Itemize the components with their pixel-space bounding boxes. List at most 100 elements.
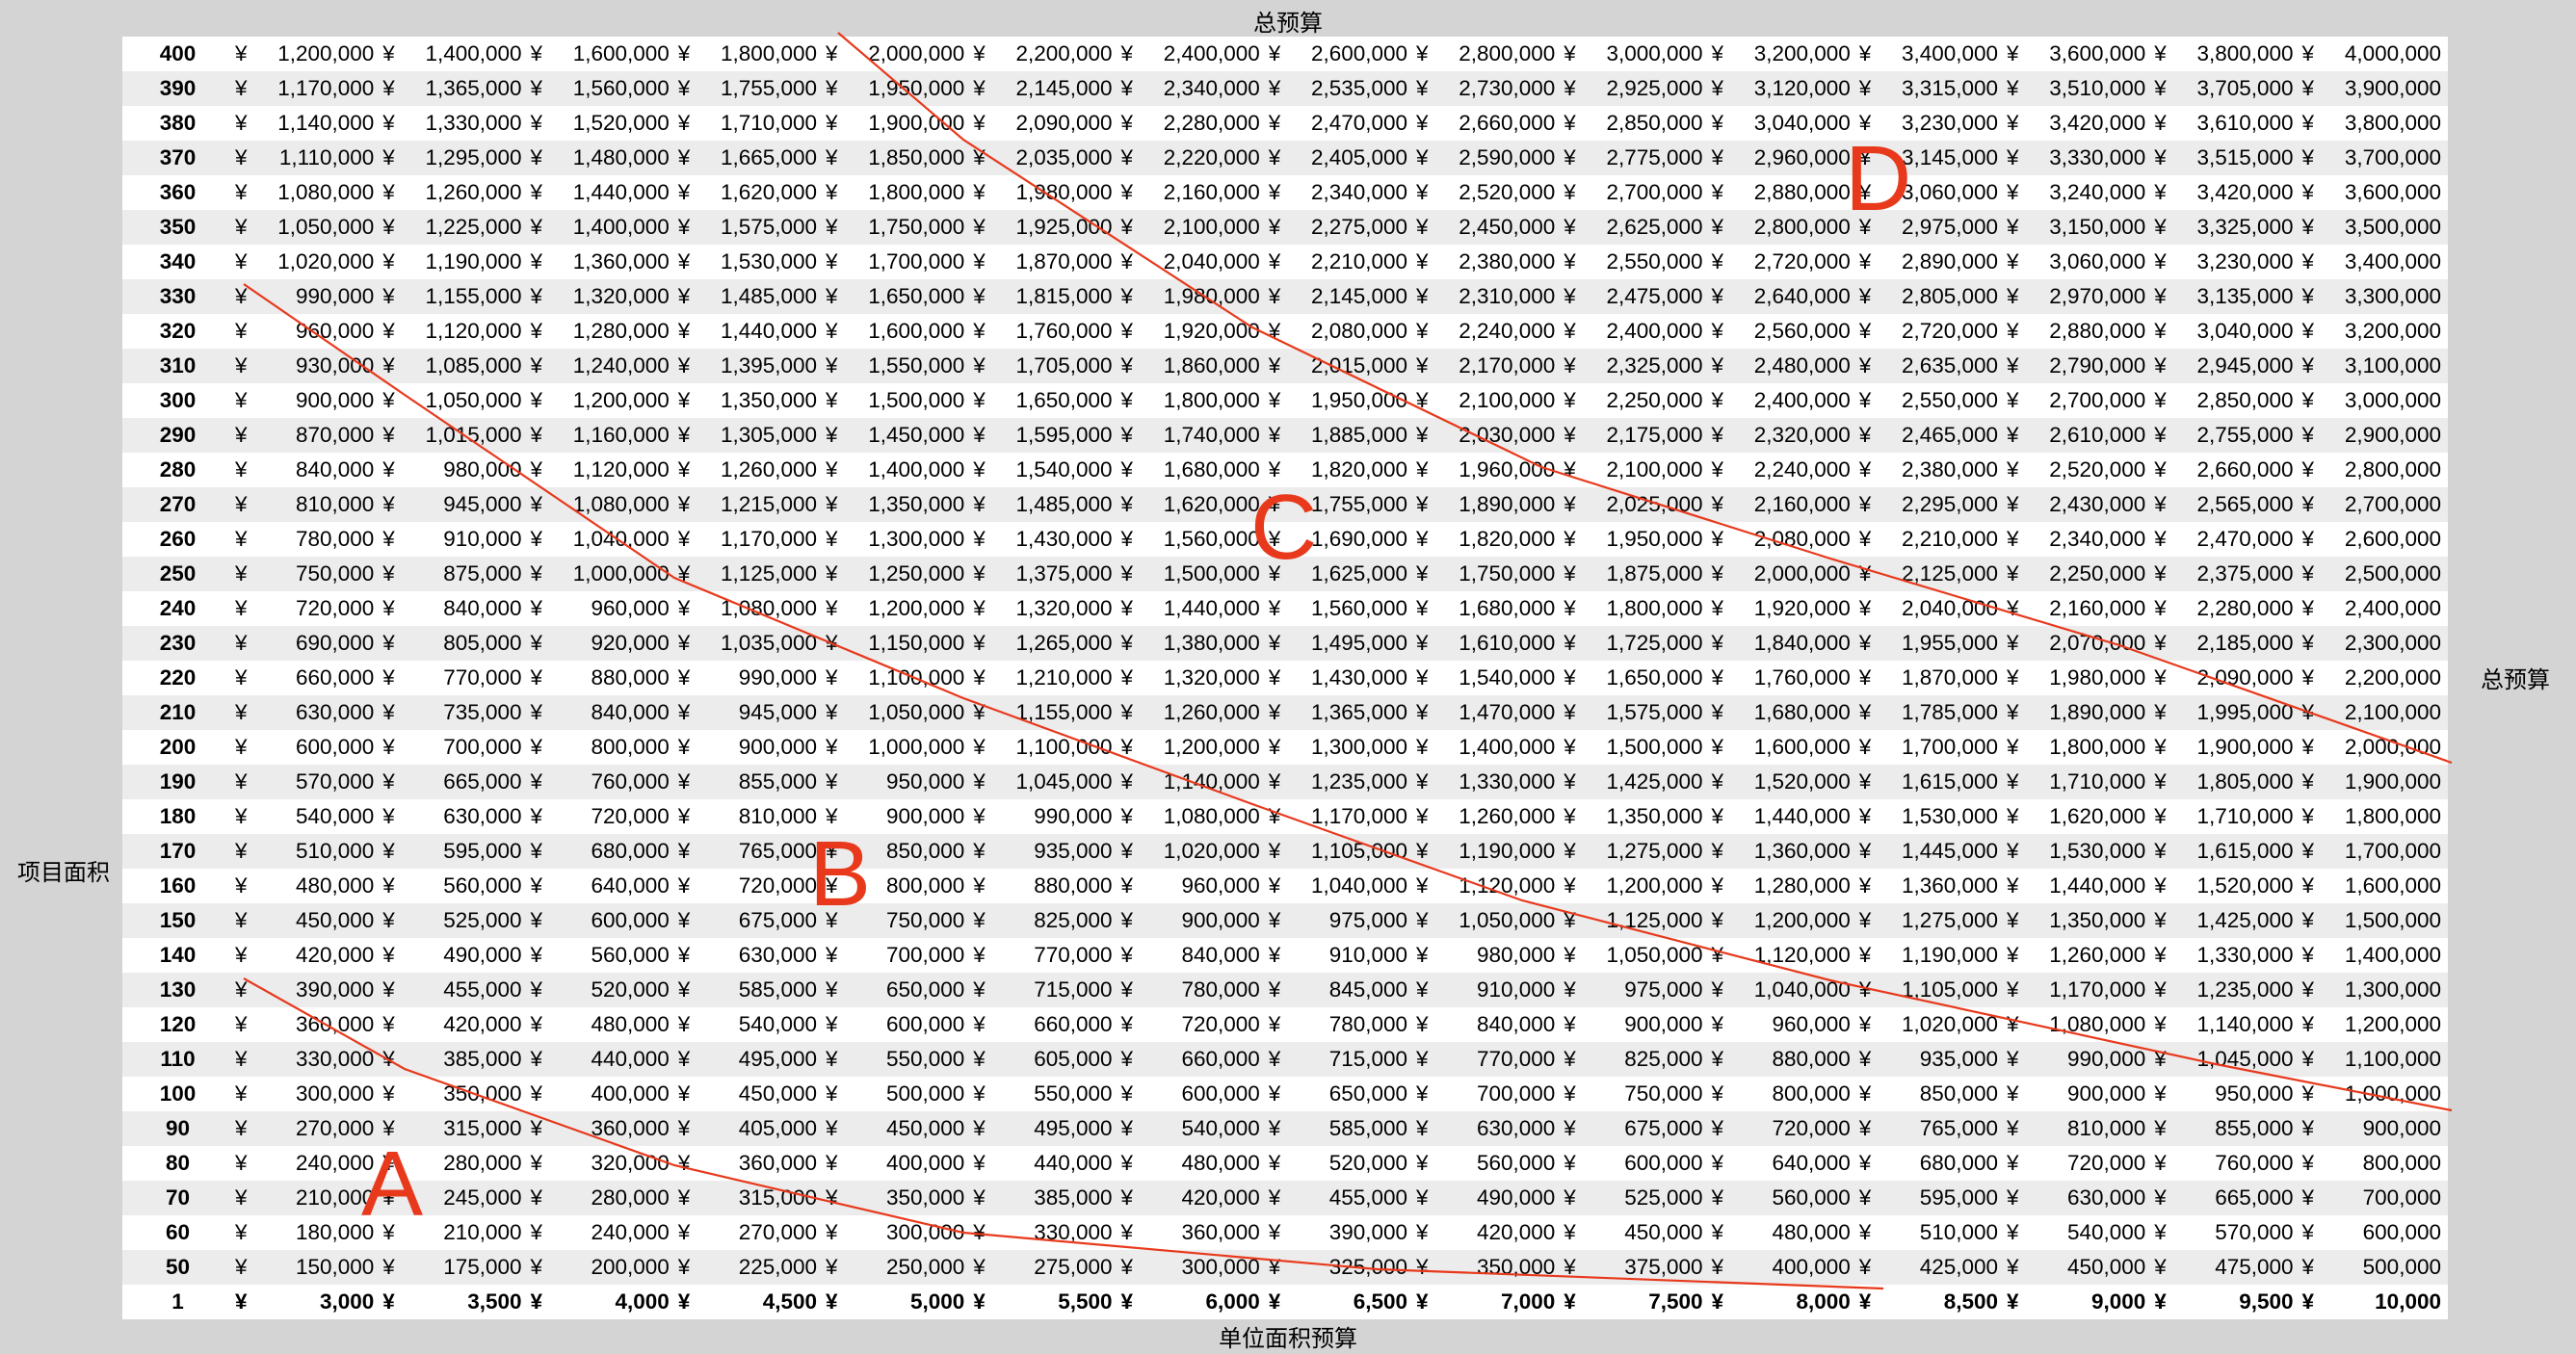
budget-value-cell: 1,920,000: [1732, 591, 1857, 626]
budget-value-cell: 560,000: [1437, 1146, 1563, 1181]
budget-value-cell: 1,760,000: [1732, 661, 1857, 695]
budget-value-cell: 1,200,000: [551, 383, 676, 418]
budget-value-cell: 2,160,000: [2028, 591, 2153, 626]
currency-symbol: ¥: [824, 973, 848, 1007]
budget-value-cell: 945,000: [698, 695, 825, 730]
currency-symbol: ¥: [2005, 175, 2029, 210]
currency-symbol: ¥: [381, 1007, 405, 1042]
currency-symbol: ¥: [2300, 37, 2324, 71]
currency-symbol: ¥: [824, 903, 848, 938]
currency-symbol: ¥: [824, 730, 848, 765]
budget-value-cell: 930,000: [256, 349, 381, 383]
currency-symbol: ¥: [233, 71, 257, 106]
budget-value-cell: 1,040,000: [1289, 869, 1415, 903]
currency-symbol: ¥: [2005, 1215, 2029, 1250]
currency-symbol: ¥: [1414, 834, 1438, 869]
currency-symbol: ¥: [2005, 799, 2029, 834]
budget-value-cell: 500,000: [847, 1077, 972, 1111]
currency-symbol: ¥: [971, 938, 995, 973]
currency-symbol: ¥: [675, 1181, 699, 1215]
currency-symbol: ¥: [675, 938, 699, 973]
budget-value-cell: 2,325,000: [1585, 349, 1710, 383]
budget-value-cell: 315,000: [404, 1111, 529, 1146]
budget-value-cell: 2,145,000: [994, 71, 1119, 106]
currency-symbol: ¥: [1709, 1042, 1733, 1077]
budget-value-cell: 400,000: [1732, 1250, 1857, 1285]
currency-symbol: ¥: [2300, 141, 2324, 175]
budget-value-cell: 660,000: [1142, 1042, 1267, 1077]
budget-value-cell: 1,350,000: [847, 487, 972, 522]
currency-symbol: ¥: [2005, 453, 2029, 487]
table-row: 170 ¥510,000 ¥595,000 ¥680,000 ¥765,000 ¥850,…: [122, 834, 2448, 869]
budget-value-cell: 2,850,000: [2175, 383, 2300, 418]
budget-value-cell: 1,875,000: [1585, 557, 1710, 591]
currency-symbol: ¥: [1856, 1146, 1880, 1181]
budget-value-cell: 3,900,000: [2323, 71, 2448, 106]
currency-symbol: ¥: [1414, 626, 1438, 661]
budget-value-cell: 1,190,000: [404, 245, 529, 279]
currency-symbol: ¥: [824, 245, 848, 279]
budget-value-cell: 300,000: [847, 1215, 972, 1250]
budget-value-cell: 1,800,000: [1585, 591, 1710, 626]
budget-value-cell: 1,040,000: [551, 522, 676, 557]
budget-value-cell: 1,110,000: [256, 141, 381, 175]
budget-value-cell: 675,000: [698, 903, 825, 938]
budget-value-cell: 825,000: [1585, 1042, 1710, 1077]
currency-symbol: ¥: [1266, 1042, 1290, 1077]
budget-value-cell: 810,000: [256, 487, 381, 522]
budget-value-cell: 1,080,000: [1142, 799, 1267, 834]
budget-value-cell: 1,425,000: [1585, 765, 1710, 799]
budget-value-cell: 225,000: [698, 1250, 825, 1285]
budget-value-cell: 1,020,000: [256, 245, 381, 279]
budget-value-cell: 1,125,000: [1585, 903, 1710, 938]
budget-value-cell: 3,000,000: [2323, 383, 2448, 418]
budget-value-cell: 1,700,000: [1879, 730, 2006, 765]
currency-symbol: ¥: [1118, 279, 1143, 314]
budget-value-cell: 1,785,000: [1879, 695, 2006, 730]
budget-value-cell: 875,000: [404, 557, 529, 591]
currency-symbol: ¥: [824, 938, 848, 973]
budget-value-cell: 1,330,000: [2175, 938, 2300, 973]
currency-symbol: ¥: [675, 1007, 699, 1042]
currency-symbol: ¥: [1709, 453, 1733, 487]
budget-value-cell: 240,000: [551, 1215, 676, 1250]
currency-symbol: ¥: [1118, 903, 1143, 938]
currency-symbol: ¥: [971, 314, 995, 349]
currency-symbol: ¥: [1266, 799, 1290, 834]
area-cell: 290: [122, 418, 234, 453]
currency-symbol: ¥: [1118, 141, 1143, 175]
budget-value-cell: 3,315,000: [1879, 71, 2006, 106]
budget-value-cell: 1,900,000: [2323, 765, 2448, 799]
currency-symbol: ¥: [2152, 245, 2176, 279]
budget-value-cell: 1,620,000: [1142, 487, 1267, 522]
currency-symbol: ¥: [971, 453, 995, 487]
budget-value-cell: 2,625,000: [1585, 210, 1710, 245]
budget-value-cell: 1,620,000: [2028, 799, 2153, 834]
currency-symbol: ¥: [2300, 1285, 2324, 1319]
budget-value-cell: 475,000: [2175, 1250, 2300, 1285]
currency-symbol: ¥: [1118, 1111, 1143, 1146]
currency-symbol: ¥: [1562, 938, 1586, 973]
currency-symbol: ¥: [1414, 1007, 1438, 1042]
currency-symbol: ¥: [1562, 591, 1586, 626]
currency-symbol: ¥: [1856, 1042, 1880, 1077]
currency-symbol: ¥: [1414, 765, 1438, 799]
area-cell: 190: [122, 765, 234, 799]
currency-symbol: ¥: [971, 71, 995, 106]
currency-symbol: ¥: [381, 1285, 405, 1319]
currency-symbol: ¥: [381, 869, 405, 903]
budget-value-cell: 2,320,000: [1732, 418, 1857, 453]
budget-value-cell: 3,135,000: [2175, 279, 2300, 314]
budget-value-cell: 585,000: [1289, 1111, 1415, 1146]
currency-symbol: ¥: [1414, 245, 1438, 279]
currency-symbol: ¥: [1562, 141, 1586, 175]
budget-value-cell: 1,850,000: [847, 141, 972, 175]
currency-symbol: ¥: [2300, 1077, 2324, 1111]
budget-value-cell: 720,000: [256, 591, 381, 626]
currency-symbol: ¥: [1856, 1215, 1880, 1250]
currency-symbol: ¥: [528, 279, 552, 314]
currency-symbol: ¥: [381, 383, 405, 418]
budget-value-cell: 1,980,000: [1142, 279, 1267, 314]
budget-value-cell: 1,035,000: [698, 626, 825, 661]
currency-symbol: ¥: [2152, 349, 2176, 383]
